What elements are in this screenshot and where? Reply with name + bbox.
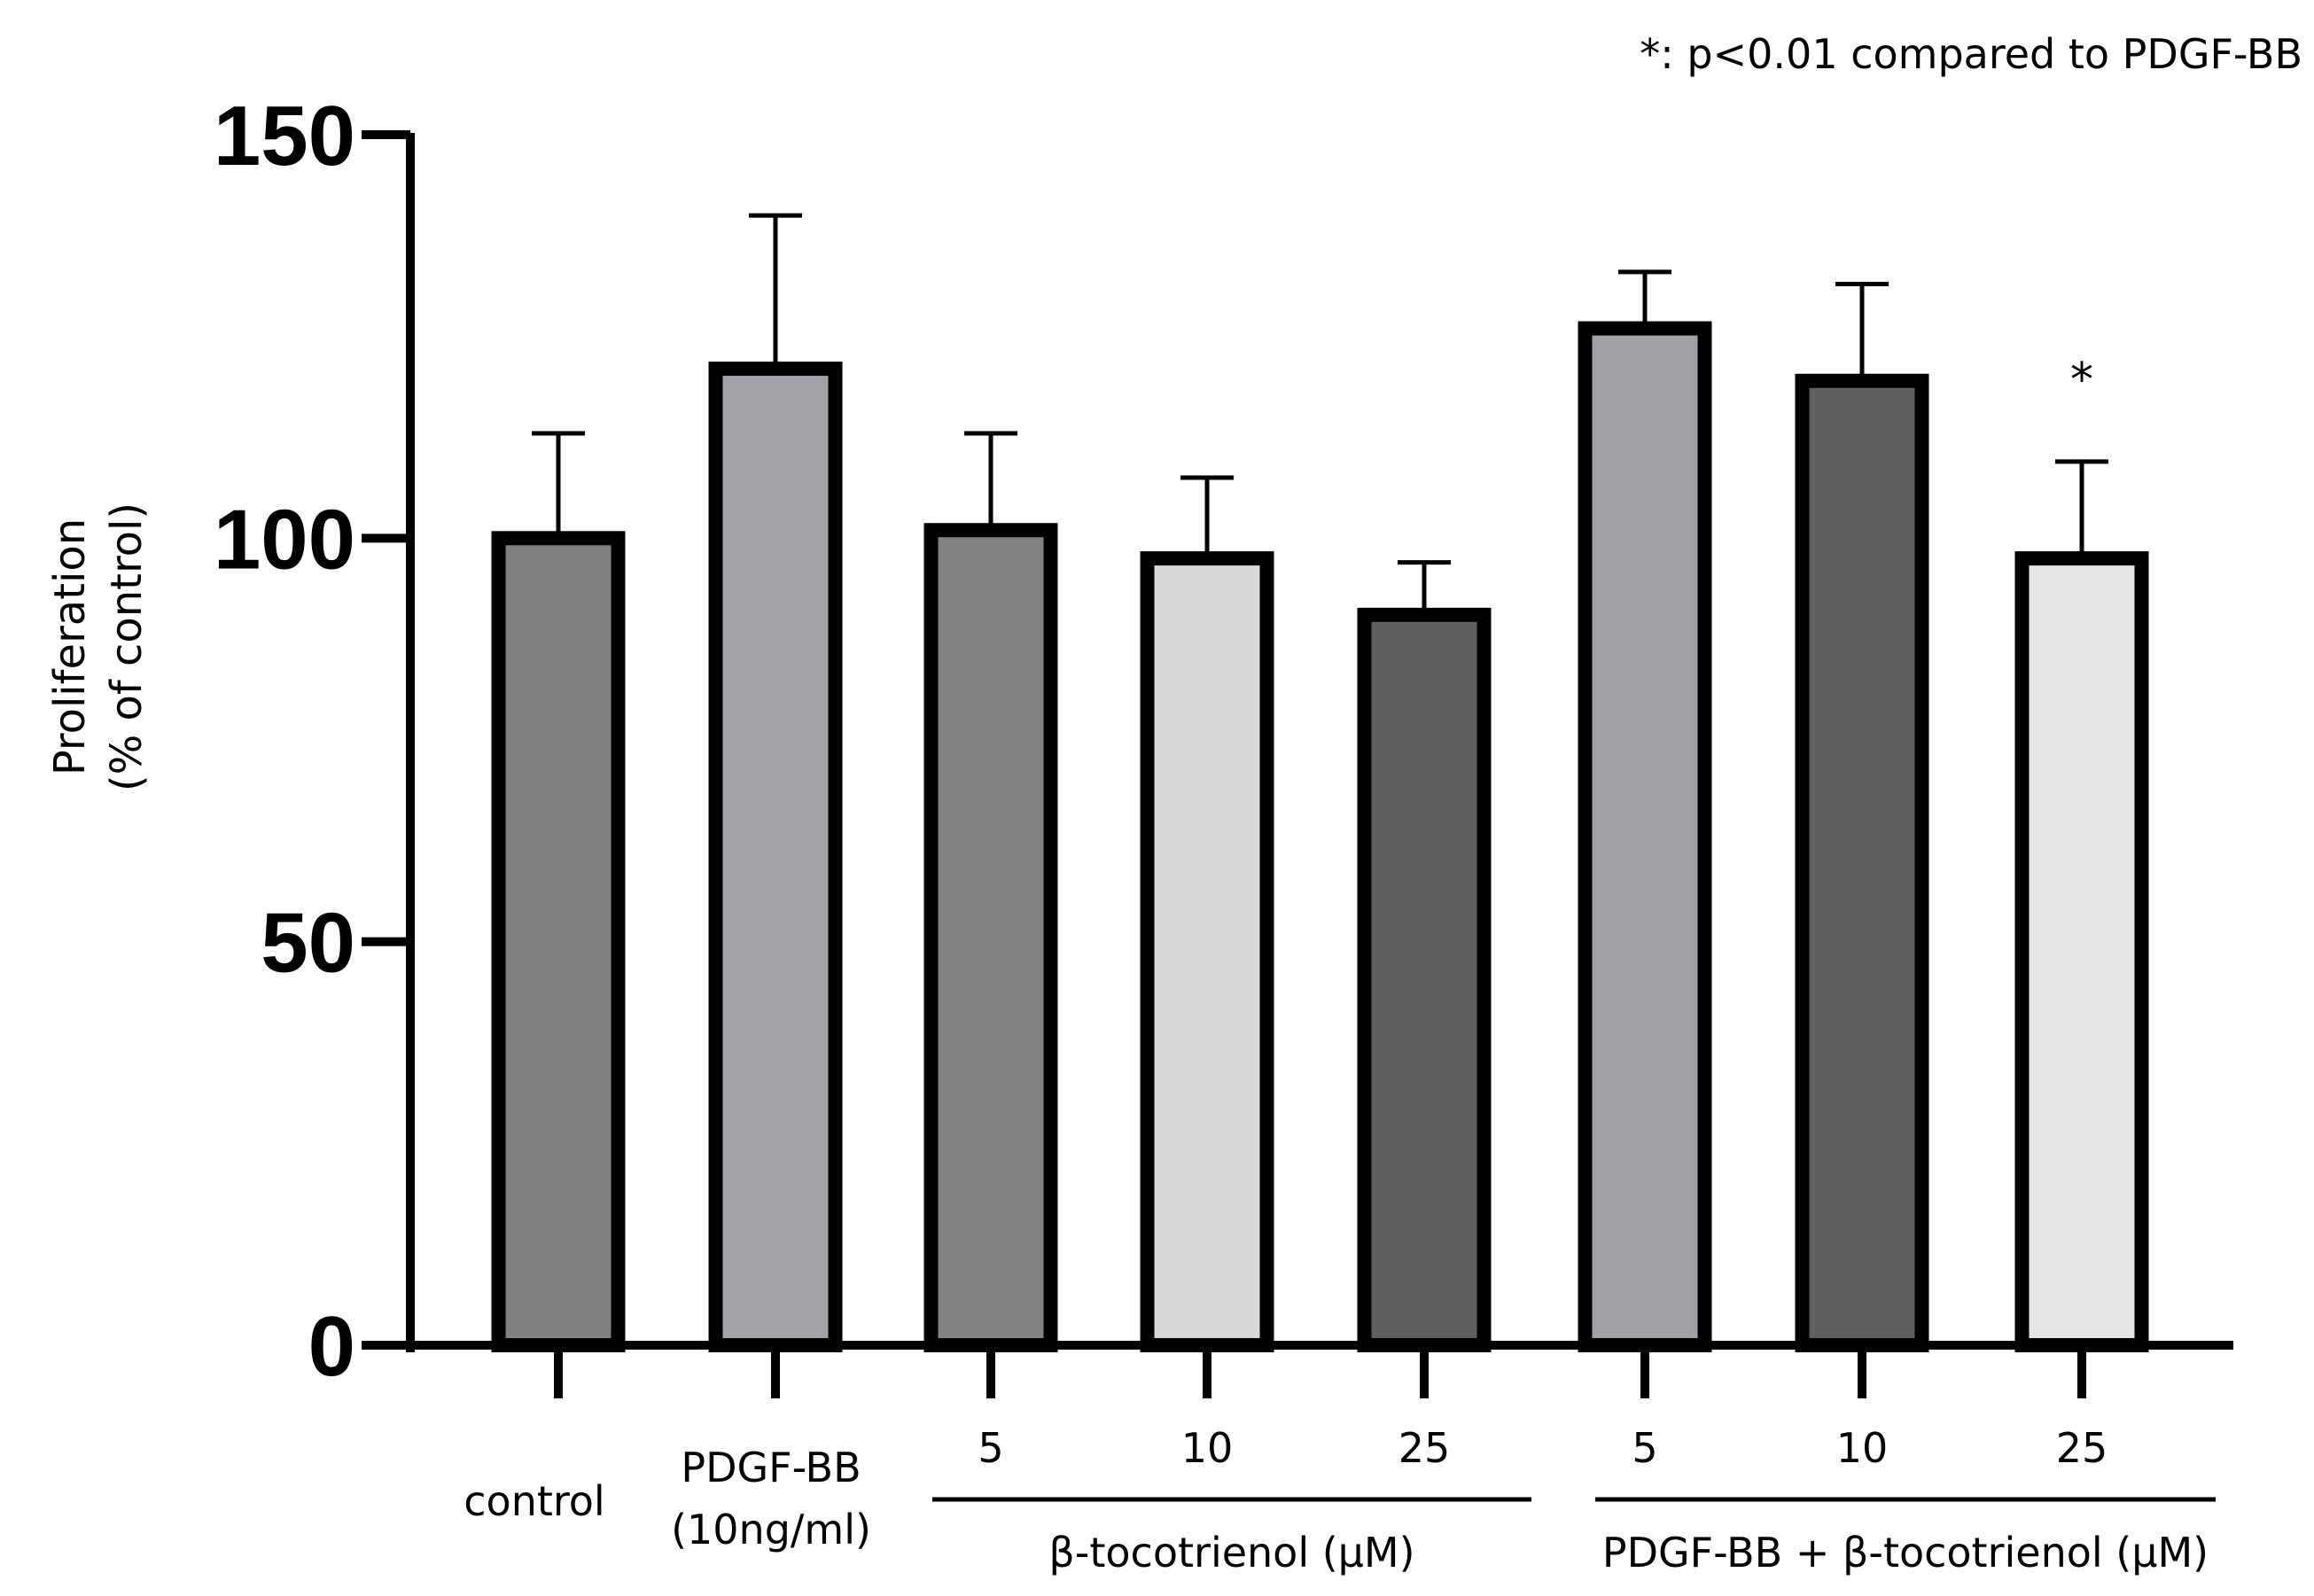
x-label-pb25: 25: [2056, 1424, 2108, 1472]
labels: * 0 50 100 150 control PDGF-BB (10ng/ml) 5 10 25 5 1…: [214, 89, 2209, 1577]
bar-control: [491, 531, 626, 1352]
bar-b10: [1140, 551, 1274, 1352]
error-bars: [532, 213, 2108, 615]
y-axis-label: Proliferation (% of control): [45, 502, 152, 791]
y-tick-label-50: 50: [261, 896, 355, 991]
x-label-b25: 25: [1399, 1424, 1451, 1472]
y-axis-label-line-1: Proliferation: [45, 518, 95, 775]
y-tick-label-150: 150: [214, 89, 355, 183]
x-label-pb10: 10: [1836, 1424, 1889, 1472]
y-tick-label-0: 0: [308, 1299, 355, 1394]
axes: [362, 130, 2233, 1502]
x-label-b5: 5: [978, 1424, 1003, 1472]
x-label-b10: 10: [1181, 1424, 1234, 1472]
bar-b5: [923, 523, 1058, 1352]
y-tick-label-100: 100: [214, 492, 355, 587]
x-label-pdgf-line-1: PDGF-BB: [681, 1444, 861, 1491]
x-label-pb5: 5: [1632, 1424, 1657, 1472]
group-label-2: PDGF-BB + β-tocotrienol (μM): [1602, 1529, 2209, 1577]
x-label-control: control: [464, 1477, 604, 1525]
bar-b25: [1357, 607, 1492, 1352]
x-label-pdgf-line-2: (10ng/ml): [671, 1506, 871, 1553]
bar-pdgf: [708, 362, 843, 1352]
bar-pb10: [1795, 373, 1929, 1353]
group-label-1: β-tocotrienol (μM): [1048, 1529, 1414, 1577]
significance-marker-pb25: *: [2070, 354, 2093, 407]
bars: [491, 321, 2149, 1353]
significance-note: *: p<0.01 compared to PDGF-BB: [1640, 30, 2302, 78]
bar-pb25: [2014, 551, 2149, 1352]
y-axis-label-line-2: (% of control): [102, 502, 152, 791]
bar-pb5: [1578, 321, 1712, 1352]
